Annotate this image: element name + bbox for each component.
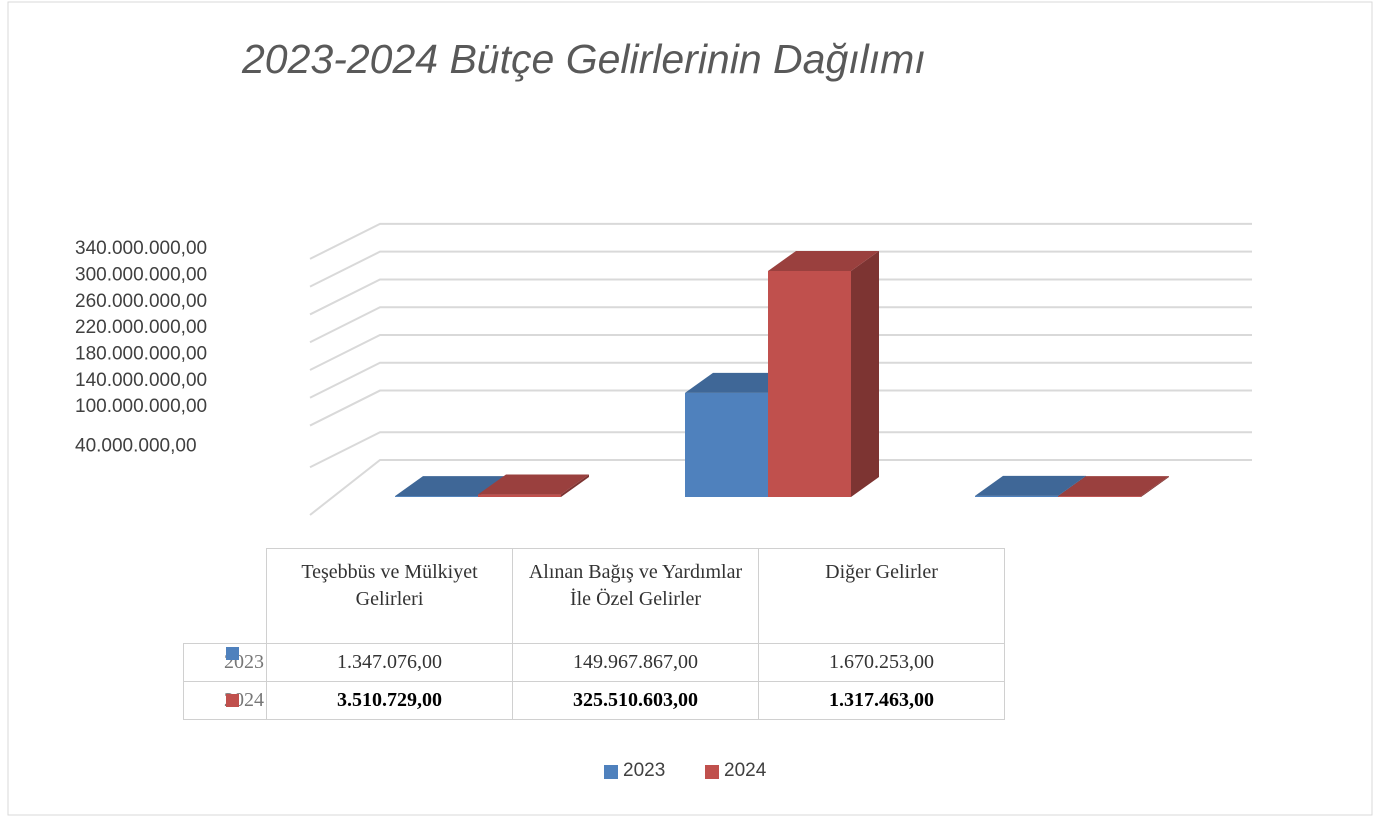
grid-line (309, 389, 1252, 427)
table-corner (183, 548, 267, 644)
table-cell: 149.967.867,00 (512, 643, 759, 682)
grid-line (309, 250, 1252, 288)
chart-title: 2023-2024 Bütçe Gelirlerinin Dağılımı (241, 36, 926, 82)
legend-label: 2023 (623, 760, 666, 781)
table-cell: 1.347.076,00 (266, 643, 513, 682)
table-key (226, 694, 239, 707)
grid-line (309, 278, 1252, 316)
table-header-row: Teşebbüs ve Mülkiyet Gelirleri Alınan Bağ… (183, 548, 1005, 644)
grid-line (309, 361, 1252, 399)
bar-top (768, 250, 879, 271)
table-row: 2023 1.347.076,00 149.967.867,00 1.670.253,… (183, 643, 1005, 682)
legend-key (705, 765, 719, 779)
y-tick-label: 180.000.000,00 (75, 344, 207, 365)
table-cell: 325.510.603,00 (512, 681, 759, 720)
bar-top (975, 475, 1086, 496)
table-header: Alınan Bağış ve Yardımlar İle Özel Gelir… (512, 548, 759, 644)
y-tick-label: 340.000.000,00 (75, 238, 207, 259)
table-row: 2024 3.510.729,00 325.510.603,00 1.317.463,… (183, 681, 1005, 720)
table-cell: 1.317.463,00 (758, 681, 1005, 720)
y-tick-label: 100.000.000,00 (75, 396, 207, 417)
floor-line (309, 459, 1252, 516)
y-tick-label: 220.000.000,00 (75, 317, 207, 338)
table-row-label: 2023 (183, 643, 267, 682)
y-tick-label: 260.000.000,00 (75, 291, 207, 312)
y-tick-label: 300.000.000,00 (75, 265, 207, 286)
bar (685, 392, 768, 497)
bar-side (561, 474, 589, 497)
bar (478, 494, 561, 497)
y-tick-label: 40.000.000,00 (75, 436, 197, 457)
legend-label: 2024 (724, 760, 767, 781)
bar (975, 495, 1058, 497)
frame-border (7, 1, 1373, 816)
data-table: Teşebbüs ve Mülkiyet Gelirleri Alınan Bağ… (183, 548, 1005, 720)
bar-top (478, 474, 589, 495)
bar-side (1141, 476, 1169, 497)
bar-top (395, 476, 506, 497)
bar (768, 270, 851, 497)
legend-key (604, 765, 618, 779)
table-header: Teşebbüs ve Mülkiyet Gelirleri (266, 548, 513, 644)
bar-top (1058, 476, 1169, 497)
grid-line (309, 222, 1252, 260)
table-cell: 1.670.253,00 (758, 643, 1005, 682)
grid-line (309, 431, 1252, 469)
table-row-label: 2024 (183, 681, 267, 720)
bar (395, 496, 478, 497)
bar-side (851, 250, 879, 497)
table-key (226, 647, 239, 660)
table-cell: 3.510.729,00 (266, 681, 513, 720)
bar (1058, 496, 1141, 497)
grid-line (309, 306, 1252, 344)
y-tick-label: 140.000.000,00 (75, 370, 207, 391)
grid-line (309, 334, 1252, 371)
table-header: Diğer Gelirler (758, 548, 1005, 644)
